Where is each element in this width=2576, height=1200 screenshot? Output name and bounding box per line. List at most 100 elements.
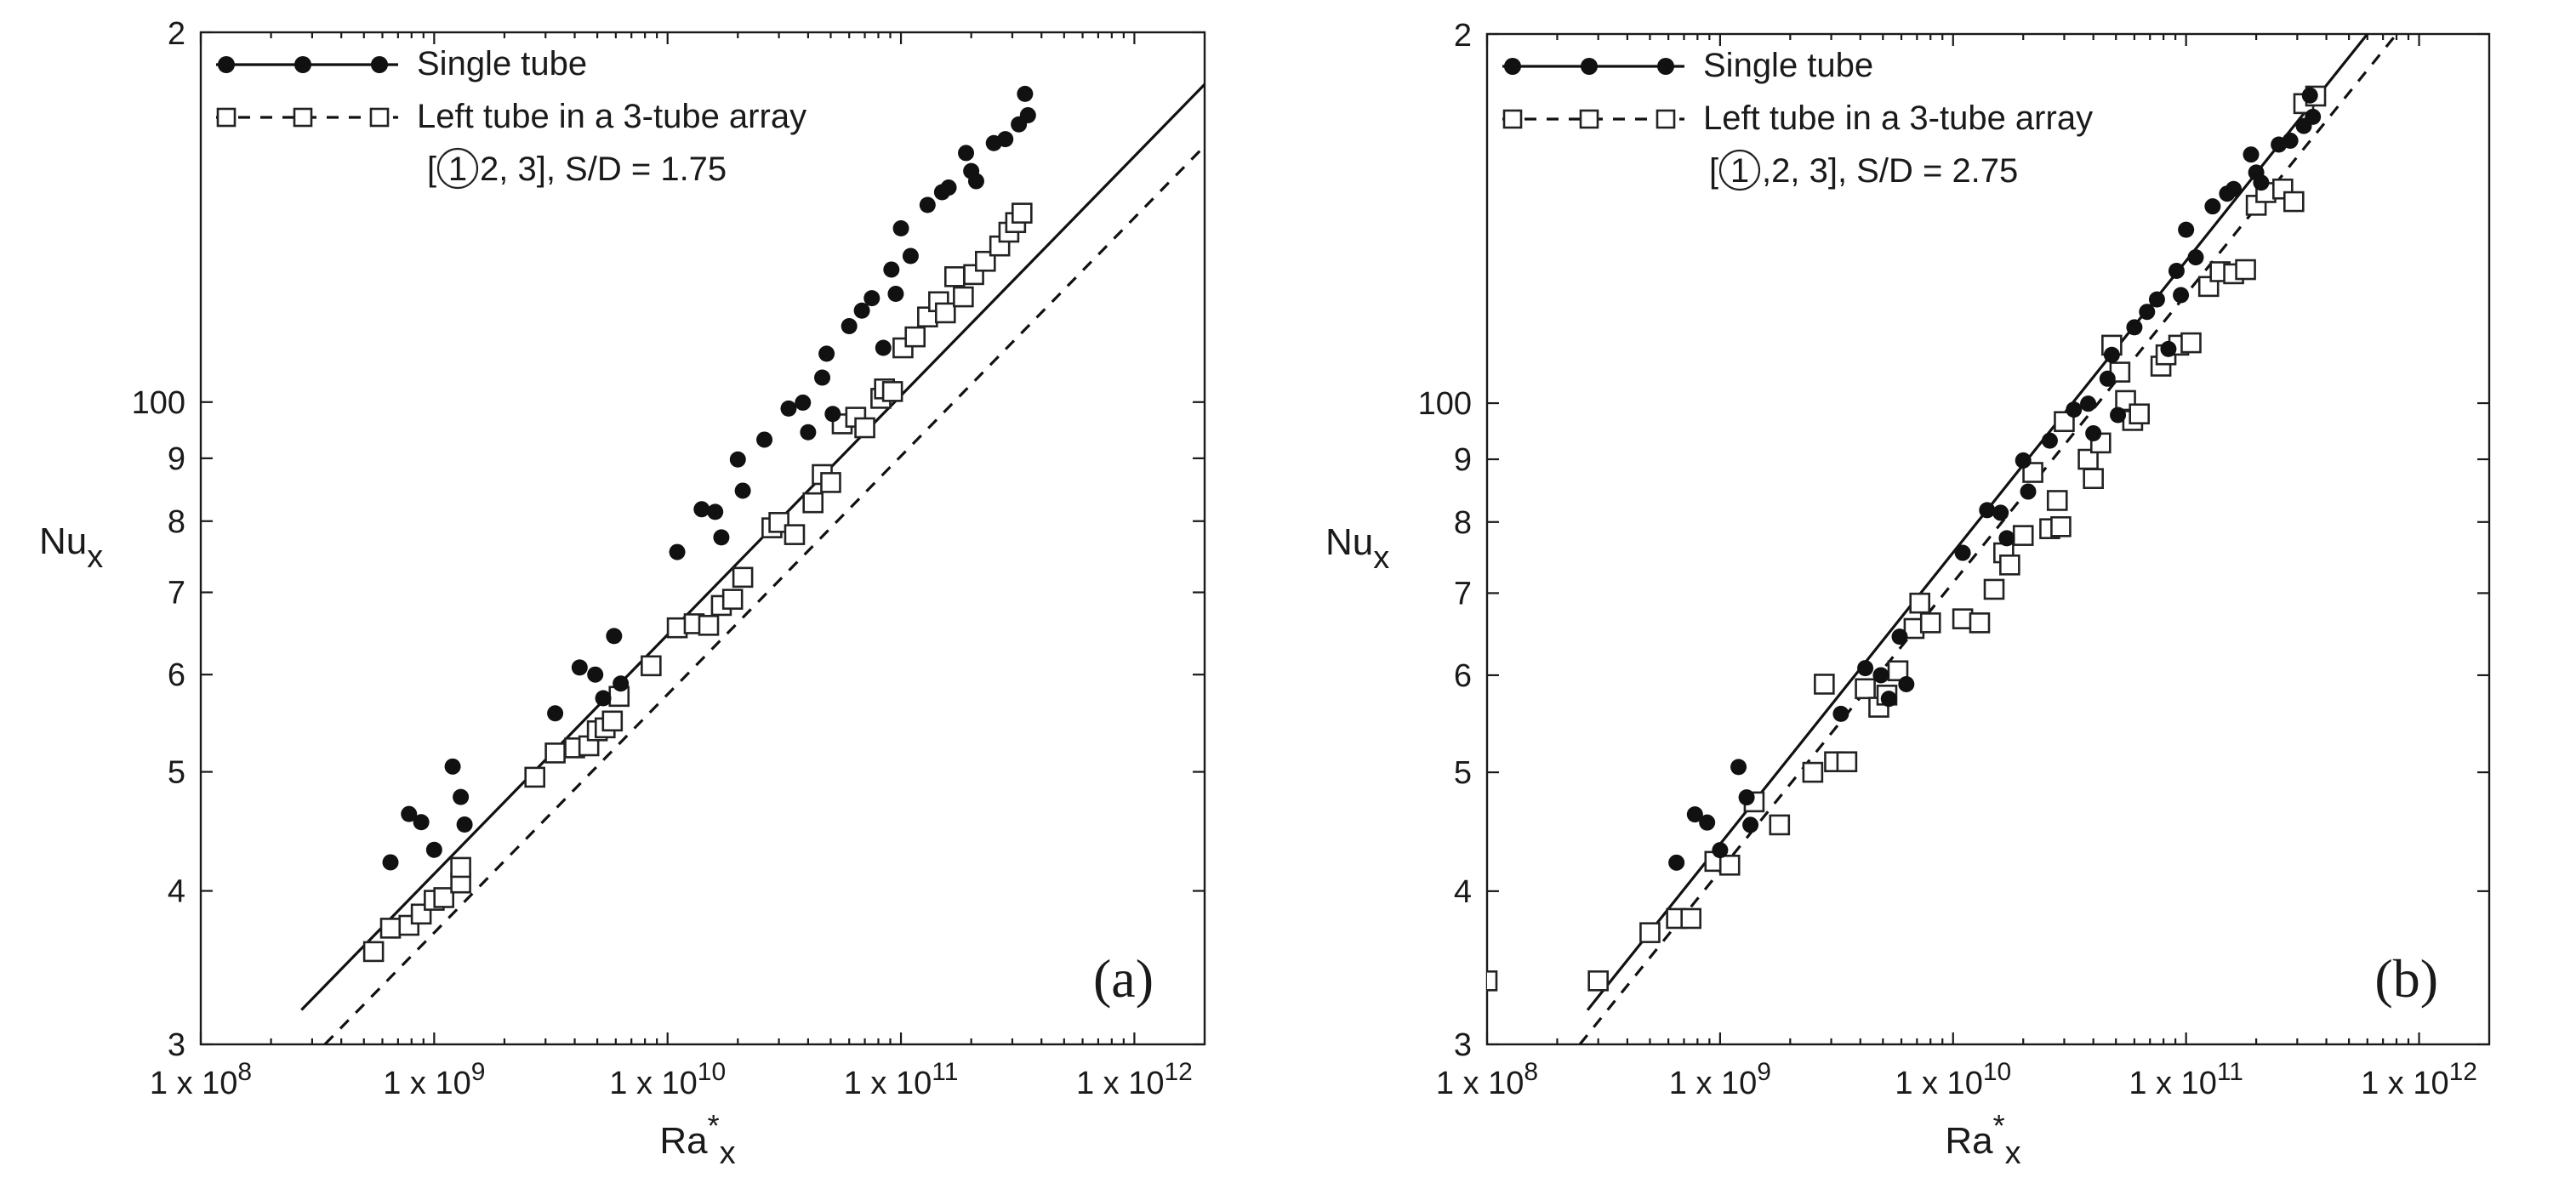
legend-marker-single: [371, 56, 388, 73]
array-tube-point: [2180, 332, 2202, 354]
legend-marker-array: [1579, 109, 1599, 129]
data-layer: [1487, 34, 2398, 1044]
single-tube-point: [1998, 530, 2015, 547]
legend-note-text: 2, 3], S/D = 1.75: [480, 151, 727, 188]
single-tube-point: [606, 628, 623, 645]
array-tube-point: [2235, 259, 2256, 281]
single-tube-point: [1017, 85, 1034, 102]
single-tube-point: [853, 302, 870, 319]
single-tube-point: [887, 285, 904, 302]
plot-frame: [199, 31, 1206, 1046]
single-tube-point: [2301, 87, 2318, 104]
array-tube-point: [881, 381, 903, 402]
legend-marker-array: [293, 107, 313, 128]
circled-number-ring: [436, 147, 479, 190]
single-tube-point: [2160, 340, 2177, 357]
legend-marker-single: [1657, 58, 1674, 75]
single-tube-point: [453, 788, 470, 805]
array-tube-point: [1680, 907, 1701, 930]
legend-marker-single: [218, 56, 235, 73]
single-tube-point: [2253, 174, 2270, 191]
single-tube-point: [425, 841, 442, 858]
y-tick-label: 100: [1418, 386, 1472, 422]
array-tube-point: [433, 887, 455, 908]
array-tube-point: [524, 766, 545, 788]
array-tube-point: [1639, 922, 1661, 943]
single-tube-point: [883, 261, 900, 278]
x-tick-label: 1 x 109: [1669, 1058, 1771, 1101]
single-tube-point: [1832, 705, 1849, 722]
y-axis-title: Nux: [1325, 521, 1389, 576]
single-tube-point: [1742, 816, 1759, 833]
legend-label-array: Left tube in a 3-tube array: [1703, 100, 2093, 137]
y-tick-label: 9: [168, 441, 185, 477]
array-tube-point: [698, 615, 720, 636]
single-tube-point: [902, 247, 919, 264]
single-tube-point: [997, 131, 1014, 148]
single-tube-point: [2168, 262, 2185, 279]
single-tube-point: [1872, 667, 1889, 684]
single-tube-point: [571, 659, 588, 676]
array-tube-point: [450, 856, 471, 879]
y-tick-label: 7: [1454, 576, 1472, 611]
single-tube-point: [2020, 483, 2037, 500]
array-tube-point: [2012, 525, 2034, 546]
x-tick-label: 1 x 1011: [2129, 1058, 2243, 1101]
array-tube-fit-line: [323, 144, 1205, 1044]
single-tube-point: [1019, 107, 1036, 124]
legend-note-circled-number: 1: [448, 151, 467, 188]
array-tube-point: [379, 918, 402, 939]
single-tube-point: [401, 805, 418, 822]
data-layer: [300, 82, 1205, 1044]
y-tick-label: 5: [1454, 755, 1472, 791]
x-tick-label: 1 x 1012: [2361, 1058, 2477, 1101]
array-tube-point: [1855, 678, 1876, 700]
y-tick-label: 4: [1454, 874, 1472, 910]
single-tube-point: [1668, 854, 1685, 871]
single-tube-point: [756, 431, 773, 448]
single-tube-point: [2178, 221, 2195, 238]
single-tube-point: [1857, 660, 1874, 677]
single-tube-point: [2041, 432, 2058, 449]
single-tube-point: [2305, 108, 2322, 125]
legend-label-single: Single tube: [1703, 47, 1873, 84]
y-tick-label: 2: [168, 16, 185, 52]
single-tube-point: [967, 173, 984, 190]
x-axis-title: Ra*x: [1945, 1108, 2020, 1171]
legend-marker-array: [1656, 109, 1676, 129]
x-tick-label: 1 x 108: [150, 1058, 252, 1101]
single-tube-point: [1730, 759, 1747, 776]
x-tick-label: 1 x 1012: [1076, 1058, 1193, 1101]
single-tube-point: [892, 219, 909, 236]
array-tube-point: [943, 266, 966, 287]
single-tube-point: [382, 854, 399, 871]
single-tube-point: [863, 290, 881, 307]
single-tube-point: [2126, 319, 2143, 336]
single-tube-point: [875, 339, 892, 356]
single-tube-point: [818, 345, 835, 362]
array-tube-point: [1999, 555, 2020, 576]
array-tube-point: [641, 655, 662, 677]
array-tube-point: [1836, 751, 1858, 773]
single-tube-point: [1898, 675, 1915, 692]
legend-note-circled-number: 1: [1730, 152, 1749, 190]
single-tube-point: [1699, 814, 1716, 831]
array-tube-point: [362, 941, 385, 963]
x-axis-title: Ra*x: [659, 1108, 735, 1171]
chart-panel-a: 1 x 108 1 x 109 1 x 1010 1 x 1011 1 x 1012 3 4…: [39, 16, 1206, 1171]
single-tube-point: [795, 394, 812, 411]
single-tube-point: [613, 675, 630, 692]
array-tube-point: [974, 250, 996, 272]
single-tube-point: [2187, 249, 2204, 266]
array-tube-point: [768, 512, 789, 533]
single-tube-point: [713, 529, 730, 546]
array-tube-point: [1769, 814, 1791, 836]
array-tube-point: [1802, 761, 1824, 783]
array-tube-point: [1718, 854, 1741, 876]
y-tick-label: 8: [1454, 505, 1472, 541]
array-tube-point: [544, 742, 566, 764]
array-tube-point: [2050, 515, 2072, 537]
legend-note-bracket: [: [1709, 152, 1718, 190]
circled-number-ring: [1718, 149, 1761, 191]
x-tick-label: 1 x 1011: [844, 1058, 959, 1101]
